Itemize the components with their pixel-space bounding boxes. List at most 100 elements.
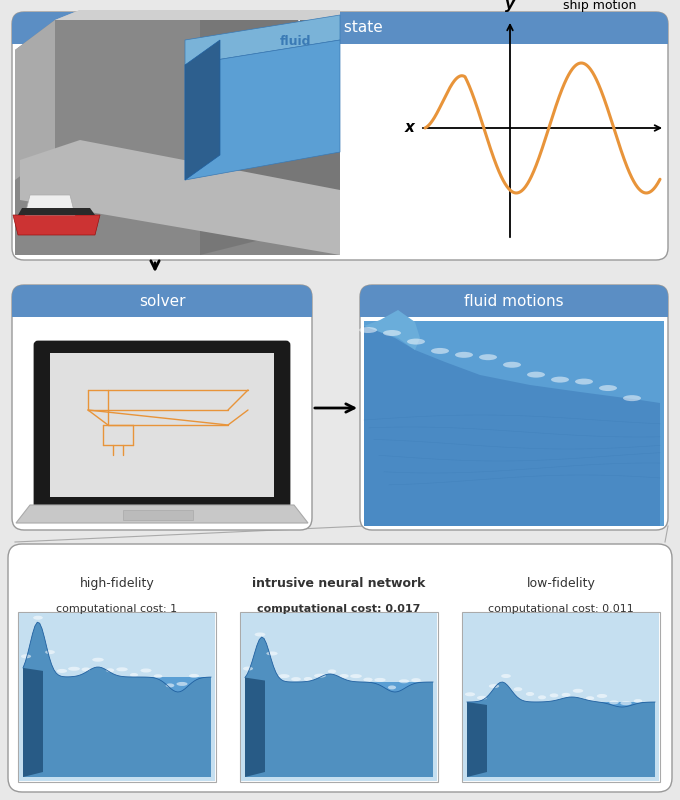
Polygon shape <box>18 208 95 215</box>
Ellipse shape <box>21 654 31 658</box>
Bar <box>245 727 433 777</box>
Polygon shape <box>185 40 220 180</box>
Text: computational cost: 1: computational cost: 1 <box>56 604 177 614</box>
Polygon shape <box>185 40 340 180</box>
Ellipse shape <box>597 694 607 698</box>
Bar <box>240 612 438 782</box>
Polygon shape <box>245 722 265 777</box>
FancyBboxPatch shape <box>12 12 668 260</box>
Text: low-fidelity: low-fidelity <box>526 577 596 590</box>
Bar <box>23 727 211 777</box>
Ellipse shape <box>388 686 396 690</box>
Ellipse shape <box>166 683 174 687</box>
Text: ship motion: ship motion <box>563 0 636 12</box>
Polygon shape <box>55 10 340 20</box>
Ellipse shape <box>254 633 265 637</box>
Ellipse shape <box>527 372 545 378</box>
Text: fluid motions: fluid motions <box>464 294 564 309</box>
Ellipse shape <box>634 699 643 703</box>
Ellipse shape <box>130 673 138 677</box>
Ellipse shape <box>92 658 104 662</box>
Ellipse shape <box>116 667 128 671</box>
Ellipse shape <box>526 692 534 696</box>
Ellipse shape <box>620 702 632 706</box>
Text: x: x <box>405 121 415 135</box>
Ellipse shape <box>599 385 617 391</box>
Polygon shape <box>364 310 420 350</box>
Ellipse shape <box>477 696 487 700</box>
Polygon shape <box>16 505 308 523</box>
Text: fluid: fluid <box>279 35 311 48</box>
Bar <box>241 613 437 781</box>
Ellipse shape <box>68 666 80 670</box>
Ellipse shape <box>375 678 386 682</box>
Polygon shape <box>364 326 660 526</box>
Bar <box>123 510 193 520</box>
Bar <box>467 727 655 777</box>
Polygon shape <box>467 682 655 777</box>
Ellipse shape <box>609 700 619 704</box>
Ellipse shape <box>623 395 641 401</box>
Ellipse shape <box>399 679 409 683</box>
Bar <box>18 612 216 782</box>
Text: computational cost: 0.011: computational cost: 0.011 <box>488 604 634 614</box>
Polygon shape <box>15 20 55 180</box>
Polygon shape <box>245 637 433 777</box>
Ellipse shape <box>538 695 546 699</box>
Ellipse shape <box>363 678 373 682</box>
Ellipse shape <box>575 378 593 385</box>
FancyBboxPatch shape <box>35 342 289 508</box>
Ellipse shape <box>278 674 290 678</box>
Bar <box>12 28 668 44</box>
Polygon shape <box>467 702 487 777</box>
Bar <box>467 702 655 777</box>
Ellipse shape <box>339 674 349 678</box>
Polygon shape <box>23 668 43 777</box>
Ellipse shape <box>503 362 521 368</box>
Polygon shape <box>467 722 487 777</box>
Ellipse shape <box>501 674 511 678</box>
Ellipse shape <box>189 674 199 678</box>
Text: initial state: initial state <box>297 21 383 35</box>
Ellipse shape <box>411 678 421 682</box>
Bar <box>462 612 660 782</box>
Ellipse shape <box>562 693 571 697</box>
FancyBboxPatch shape <box>8 544 672 792</box>
Polygon shape <box>245 678 265 777</box>
Polygon shape <box>200 20 340 255</box>
Ellipse shape <box>45 650 55 654</box>
Ellipse shape <box>479 354 497 360</box>
Ellipse shape <box>82 667 90 671</box>
FancyBboxPatch shape <box>12 285 312 530</box>
FancyBboxPatch shape <box>360 285 668 317</box>
Ellipse shape <box>243 666 253 670</box>
Text: computational cost: 0.017: computational cost: 0.017 <box>257 604 421 614</box>
Bar <box>23 677 211 777</box>
Bar <box>245 682 433 777</box>
Polygon shape <box>13 215 100 235</box>
Polygon shape <box>20 140 340 255</box>
FancyBboxPatch shape <box>12 12 668 44</box>
Ellipse shape <box>176 682 188 686</box>
Ellipse shape <box>154 674 163 678</box>
Bar <box>19 613 215 781</box>
Ellipse shape <box>549 694 558 698</box>
Ellipse shape <box>407 338 425 345</box>
Ellipse shape <box>359 327 377 333</box>
Ellipse shape <box>573 689 583 693</box>
Ellipse shape <box>513 687 522 691</box>
Ellipse shape <box>551 377 569 382</box>
Bar <box>364 321 664 526</box>
Ellipse shape <box>489 684 499 688</box>
Ellipse shape <box>304 677 312 681</box>
Ellipse shape <box>431 348 449 354</box>
Text: solver: solver <box>139 294 185 309</box>
Text: high-fidelity: high-fidelity <box>80 577 154 590</box>
Text: y: y <box>505 0 515 12</box>
Bar <box>360 301 668 317</box>
Ellipse shape <box>267 651 277 655</box>
Ellipse shape <box>328 670 336 674</box>
Ellipse shape <box>314 674 326 678</box>
Ellipse shape <box>350 674 362 678</box>
Bar <box>50 353 274 497</box>
